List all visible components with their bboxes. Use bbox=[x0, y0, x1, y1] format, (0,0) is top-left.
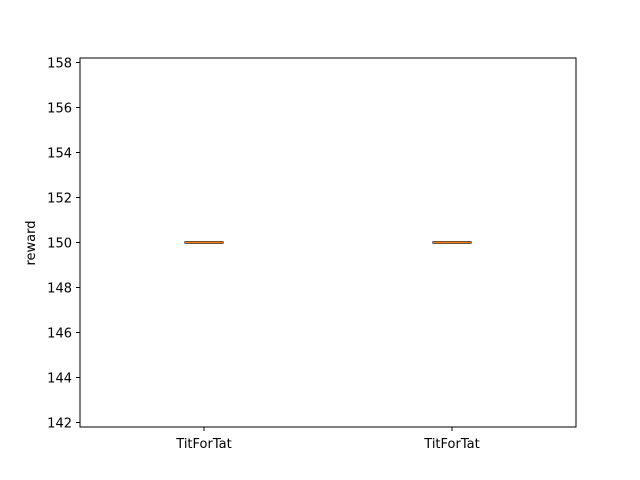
y-tick-label: 152 bbox=[47, 192, 72, 207]
y-tick-label: 158 bbox=[47, 57, 72, 72]
y-tick-label: 144 bbox=[47, 372, 72, 387]
plot-area: 142 144 146 148 150 152 154 156 158 TitForTat TitF… bbox=[47, 57, 577, 452]
plot-frame bbox=[79, 57, 577, 428]
y-tick-label: 150 bbox=[47, 237, 72, 252]
y-tick-label: 154 bbox=[47, 147, 72, 162]
y-tick-label: 156 bbox=[47, 102, 72, 117]
y-tick-label: 148 bbox=[47, 282, 72, 297]
y-tick-label: 142 bbox=[47, 417, 72, 432]
y-axis-label: reward bbox=[24, 220, 39, 265]
x-tick-label: TitForTat bbox=[175, 437, 231, 452]
x-tick-label: TitForTat bbox=[423, 437, 479, 452]
y-tick-label: 146 bbox=[47, 327, 72, 342]
